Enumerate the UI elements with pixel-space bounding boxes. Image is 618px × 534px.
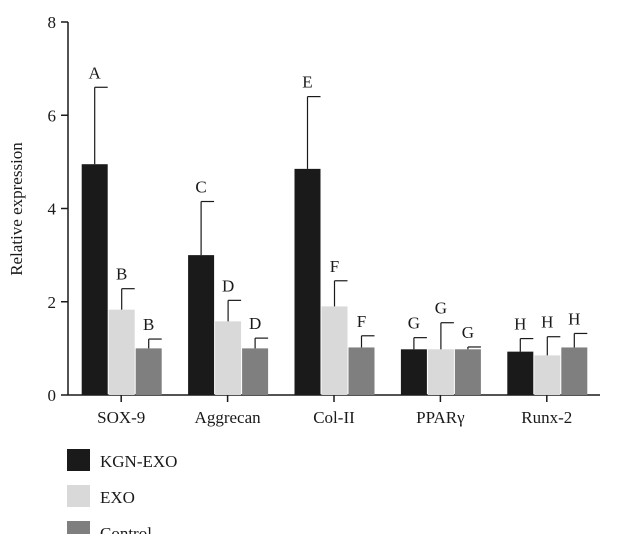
error-bar [360,335,375,348]
significance-label: H [541,313,553,332]
significance-label: H [568,309,580,328]
significance-label: H [514,315,526,334]
significance-label: G [435,299,447,318]
error-bar [306,95,321,169]
x-tick-label: Col-II [313,408,355,427]
y-tick-label: 6 [48,106,57,125]
bar-control [135,348,162,395]
bar-kgn-exo [507,351,534,395]
bar-exo [427,349,454,395]
legend-label: KGN-EXO [100,452,177,471]
error-bar [546,336,561,356]
y-tick-label: 2 [48,293,57,312]
significance-label: F [330,257,339,276]
axes: 0 2 4 6 8 SOX-9 Aggrecan Col-II PPARγ Runx-2 [48,13,600,427]
y-tick-label: 0 [48,386,57,405]
bar-exo [108,309,135,395]
legend-label: Control [100,524,152,534]
bar-kgn-exo [294,168,321,395]
significance-label: A [89,63,102,82]
error-bar [467,346,481,350]
error-bar [254,337,269,349]
error-bar [148,338,162,349]
significance-label: D [249,314,261,333]
y-axis-label: Relative expression [7,142,26,276]
x-tick-label: Aggrecan [195,408,262,427]
error-bar [227,299,242,322]
error-bar [333,280,348,307]
y-tick-label: 4 [48,200,57,219]
bar-control [348,347,375,395]
significance-label: C [195,178,206,197]
error-bar [573,332,588,348]
bar-exo [534,355,561,395]
error-bar [519,337,534,352]
legend: KGN-EXO EXO Control [67,449,177,534]
significance-label: G [462,323,474,342]
bar-control [242,348,269,395]
error-bar [413,337,427,350]
bar-exo [321,306,348,395]
bar-control [454,349,481,395]
significance-label: D [222,276,234,295]
bar-exo [215,321,242,395]
significance-label: B [116,265,127,284]
bar-kgn-exo [400,349,427,395]
legend-swatch-control [67,521,90,534]
x-tick-label: PPARγ [416,408,465,427]
error-bar [94,86,108,165]
error-bar [440,322,454,350]
significance-label: G [408,314,420,333]
bar-kgn-exo [188,255,215,395]
legend-swatch-kgn-exo [67,449,90,471]
bar-control [561,347,588,395]
bar-kgn-exo [81,164,108,395]
error-bar [121,288,135,310]
significance-label: B [143,315,154,334]
legend-swatch-exo [67,485,90,507]
error-bar [200,200,215,256]
y-tick-label: 8 [48,13,57,32]
legend-label: EXO [100,488,135,507]
x-tick-label: SOX-9 [97,408,145,427]
x-tick-label: Runx-2 [521,408,572,427]
significance-label: F [357,312,366,331]
significance-label: E [302,73,312,92]
